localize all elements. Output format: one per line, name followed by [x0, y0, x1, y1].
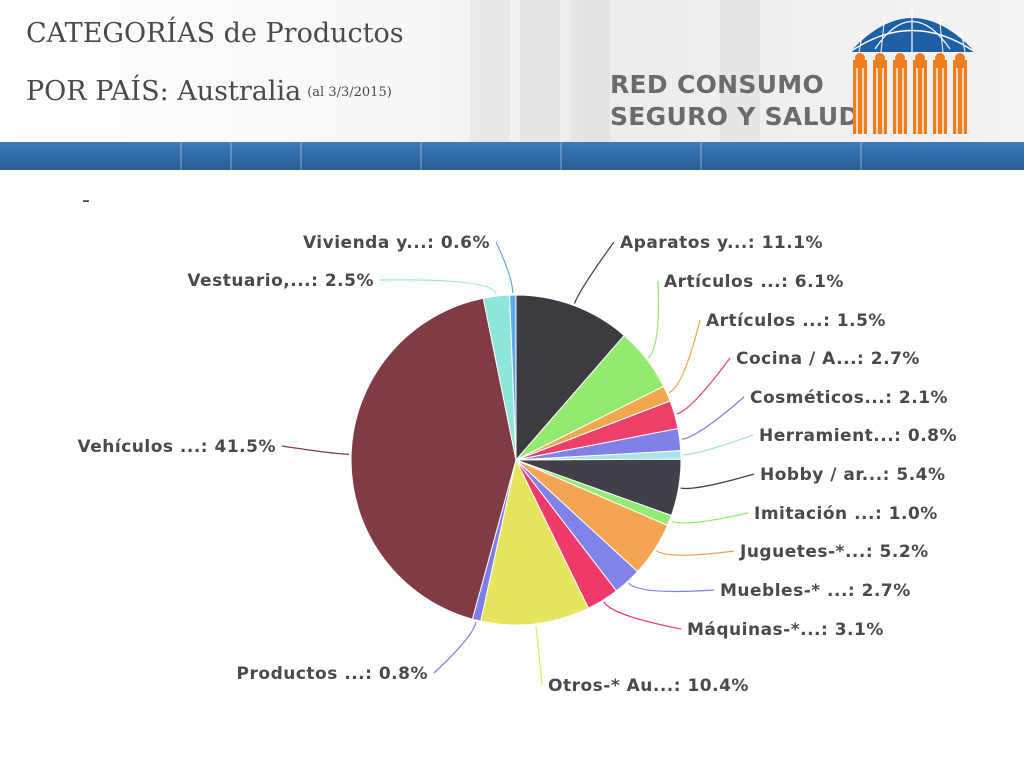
slice-label: Cosméticos...: 2.1% — [750, 388, 948, 408]
banner-decoration — [470, 0, 510, 142]
slice-label: Vestuario,...: 2.5% — [187, 271, 374, 291]
slice-label: Vivienda y...: 0.6% — [303, 233, 490, 253]
banner-decoration — [570, 0, 610, 142]
header-stripe — [0, 142, 1024, 170]
slice-label: Hobby / ar...: 5.4% — [760, 465, 946, 485]
slice-leader-line — [281, 445, 350, 455]
slice-leader-line — [680, 473, 755, 490]
brand-name-line1: RED CONSUMO — [610, 70, 825, 99]
slice-label: Herramient...: 0.8% — [759, 426, 957, 446]
slice-label: Muebles-* ...: 2.7% — [720, 581, 911, 601]
banner-decoration — [520, 0, 560, 142]
pie-slice — [515, 294, 625, 462]
slice-label: Artículos ...: 1.5% — [706, 311, 886, 331]
header-banner: CATEGORÍAS de Productos POR PAÍS: Austra… — [0, 0, 1024, 142]
slice-leader-line — [671, 512, 749, 524]
slice-label: Juguetes-*...: 5.2% — [739, 542, 929, 562]
pie-slice — [350, 297, 517, 620]
slice-label: Otros-* Au...: 10.4% — [548, 676, 749, 696]
page-subtitle: POR PAÍS: Australia (al 3/3/2015) — [26, 76, 392, 107]
slice-leader-line — [495, 241, 514, 294]
slice-leader-line — [681, 396, 745, 440]
brand-name-line2: SEGURO Y SALUD — [610, 102, 860, 131]
slice-label: Cocina / A...: 2.7% — [736, 349, 920, 369]
pie-chart: Aparatos y...: 11.1% Artículos ...: 6.1% A… — [78, 233, 957, 696]
pie-slice — [509, 294, 517, 461]
slice-leader-line — [379, 279, 497, 295]
slice-leader-line — [603, 601, 682, 630]
slice-leader-line — [676, 357, 731, 415]
date-note: (al 3/3/2015) — [307, 85, 392, 100]
slice-label: Aparatos y...: 11.1% — [620, 233, 823, 253]
pie-slice — [480, 458, 590, 626]
umbrella-people-logo-icon — [849, 4, 976, 134]
slice-leader-line — [682, 434, 754, 456]
slice-label: Artículos ...: 6.1% — [664, 272, 844, 292]
slice-leader-line — [655, 550, 735, 556]
slice-label: Productos ...: 0.8% — [237, 664, 428, 684]
slice-label: Vehículos ...: 41.5% — [78, 437, 276, 457]
slice-label: Imitación ...: 1.0% — [754, 504, 938, 524]
people-figures — [853, 53, 967, 134]
banner-decoration — [720, 0, 760, 142]
page-title: CATEGORÍAS de Productos — [26, 18, 404, 49]
slice-leader-line — [433, 621, 477, 674]
chart-dash-marker: - — [82, 188, 90, 213]
slice-leader-line — [628, 582, 715, 593]
slice-leader-line — [573, 241, 615, 304]
subtitle-country: POR PAÍS: Australia — [26, 76, 302, 107]
slice-label: Máquinas-*...: 3.1% — [687, 620, 884, 640]
slice-leader-line — [535, 625, 543, 686]
slice-leader-line — [668, 319, 701, 394]
slice-leader-line — [647, 280, 660, 359]
